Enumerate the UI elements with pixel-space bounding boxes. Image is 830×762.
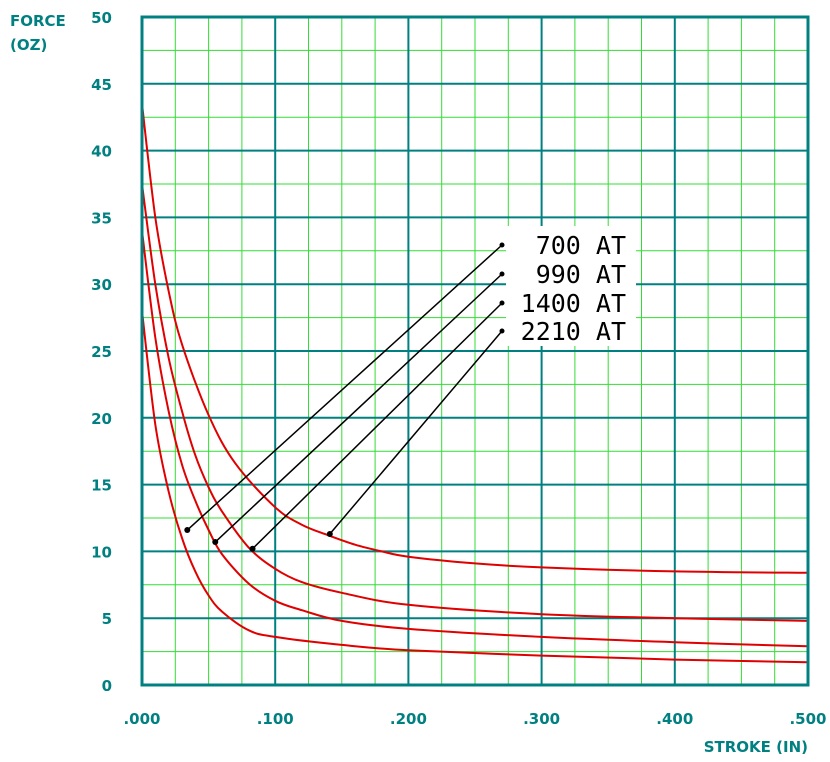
label-anchor-dot xyxy=(499,328,505,334)
y-tick-label: 10 xyxy=(91,543,112,561)
curves xyxy=(141,103,809,664)
y-tick-label: 25 xyxy=(91,343,112,361)
leaders xyxy=(184,242,505,552)
curve-marker xyxy=(212,539,219,546)
series-curve-3 xyxy=(141,183,809,622)
x-tick-label: .100 xyxy=(257,710,294,728)
y-tick-label: 5 xyxy=(102,610,112,628)
x-tick-label: .000 xyxy=(123,710,160,728)
series-label: 700 AT xyxy=(536,231,626,260)
y-axis-label-line1: FORCE xyxy=(10,12,66,30)
y-tick-label: 35 xyxy=(91,209,112,227)
label-anchor-dot xyxy=(499,242,505,248)
x-tick-label: .500 xyxy=(789,710,826,728)
curve-marker xyxy=(249,545,256,552)
series-label: 990 AT xyxy=(536,260,626,289)
y-tick-label: 0 xyxy=(102,677,112,695)
plot-border xyxy=(140,15,810,687)
y-tick-label: 30 xyxy=(91,276,112,294)
x-tick-label: .400 xyxy=(656,710,693,728)
y-tick-label: 20 xyxy=(91,410,112,428)
tick-labels: .000 .100 .200 .300 .400 .500 0 5 10 15 20 25 30 35 40… xyxy=(91,9,826,728)
curve-marker xyxy=(326,531,333,538)
label-box xyxy=(506,226,636,346)
label-anchor-dot xyxy=(499,300,505,306)
label-anchor-dot xyxy=(499,271,505,277)
leader-line xyxy=(329,330,503,535)
x-tick-label: .200 xyxy=(390,710,427,728)
curve-marker xyxy=(184,527,191,534)
y-tick-label: 50 xyxy=(91,9,112,27)
leader-line xyxy=(252,302,503,550)
series-curve-1 xyxy=(141,310,809,664)
leader-line xyxy=(186,244,503,531)
y-tick-label: 45 xyxy=(91,76,112,94)
y-axis-label-line2: (OZ) xyxy=(10,36,47,54)
y-tick-label: 15 xyxy=(91,477,112,495)
series-curve-4 xyxy=(141,103,809,574)
y-tick-label: 40 xyxy=(91,143,112,161)
x-axis-label: STROKE (IN) xyxy=(704,738,808,756)
series-curve-2 xyxy=(141,230,809,648)
leader-line xyxy=(214,273,503,543)
x-tick-label: .300 xyxy=(523,710,560,728)
series-label: 1400 AT xyxy=(521,289,626,318)
series-label: 2210 AT xyxy=(521,317,626,346)
